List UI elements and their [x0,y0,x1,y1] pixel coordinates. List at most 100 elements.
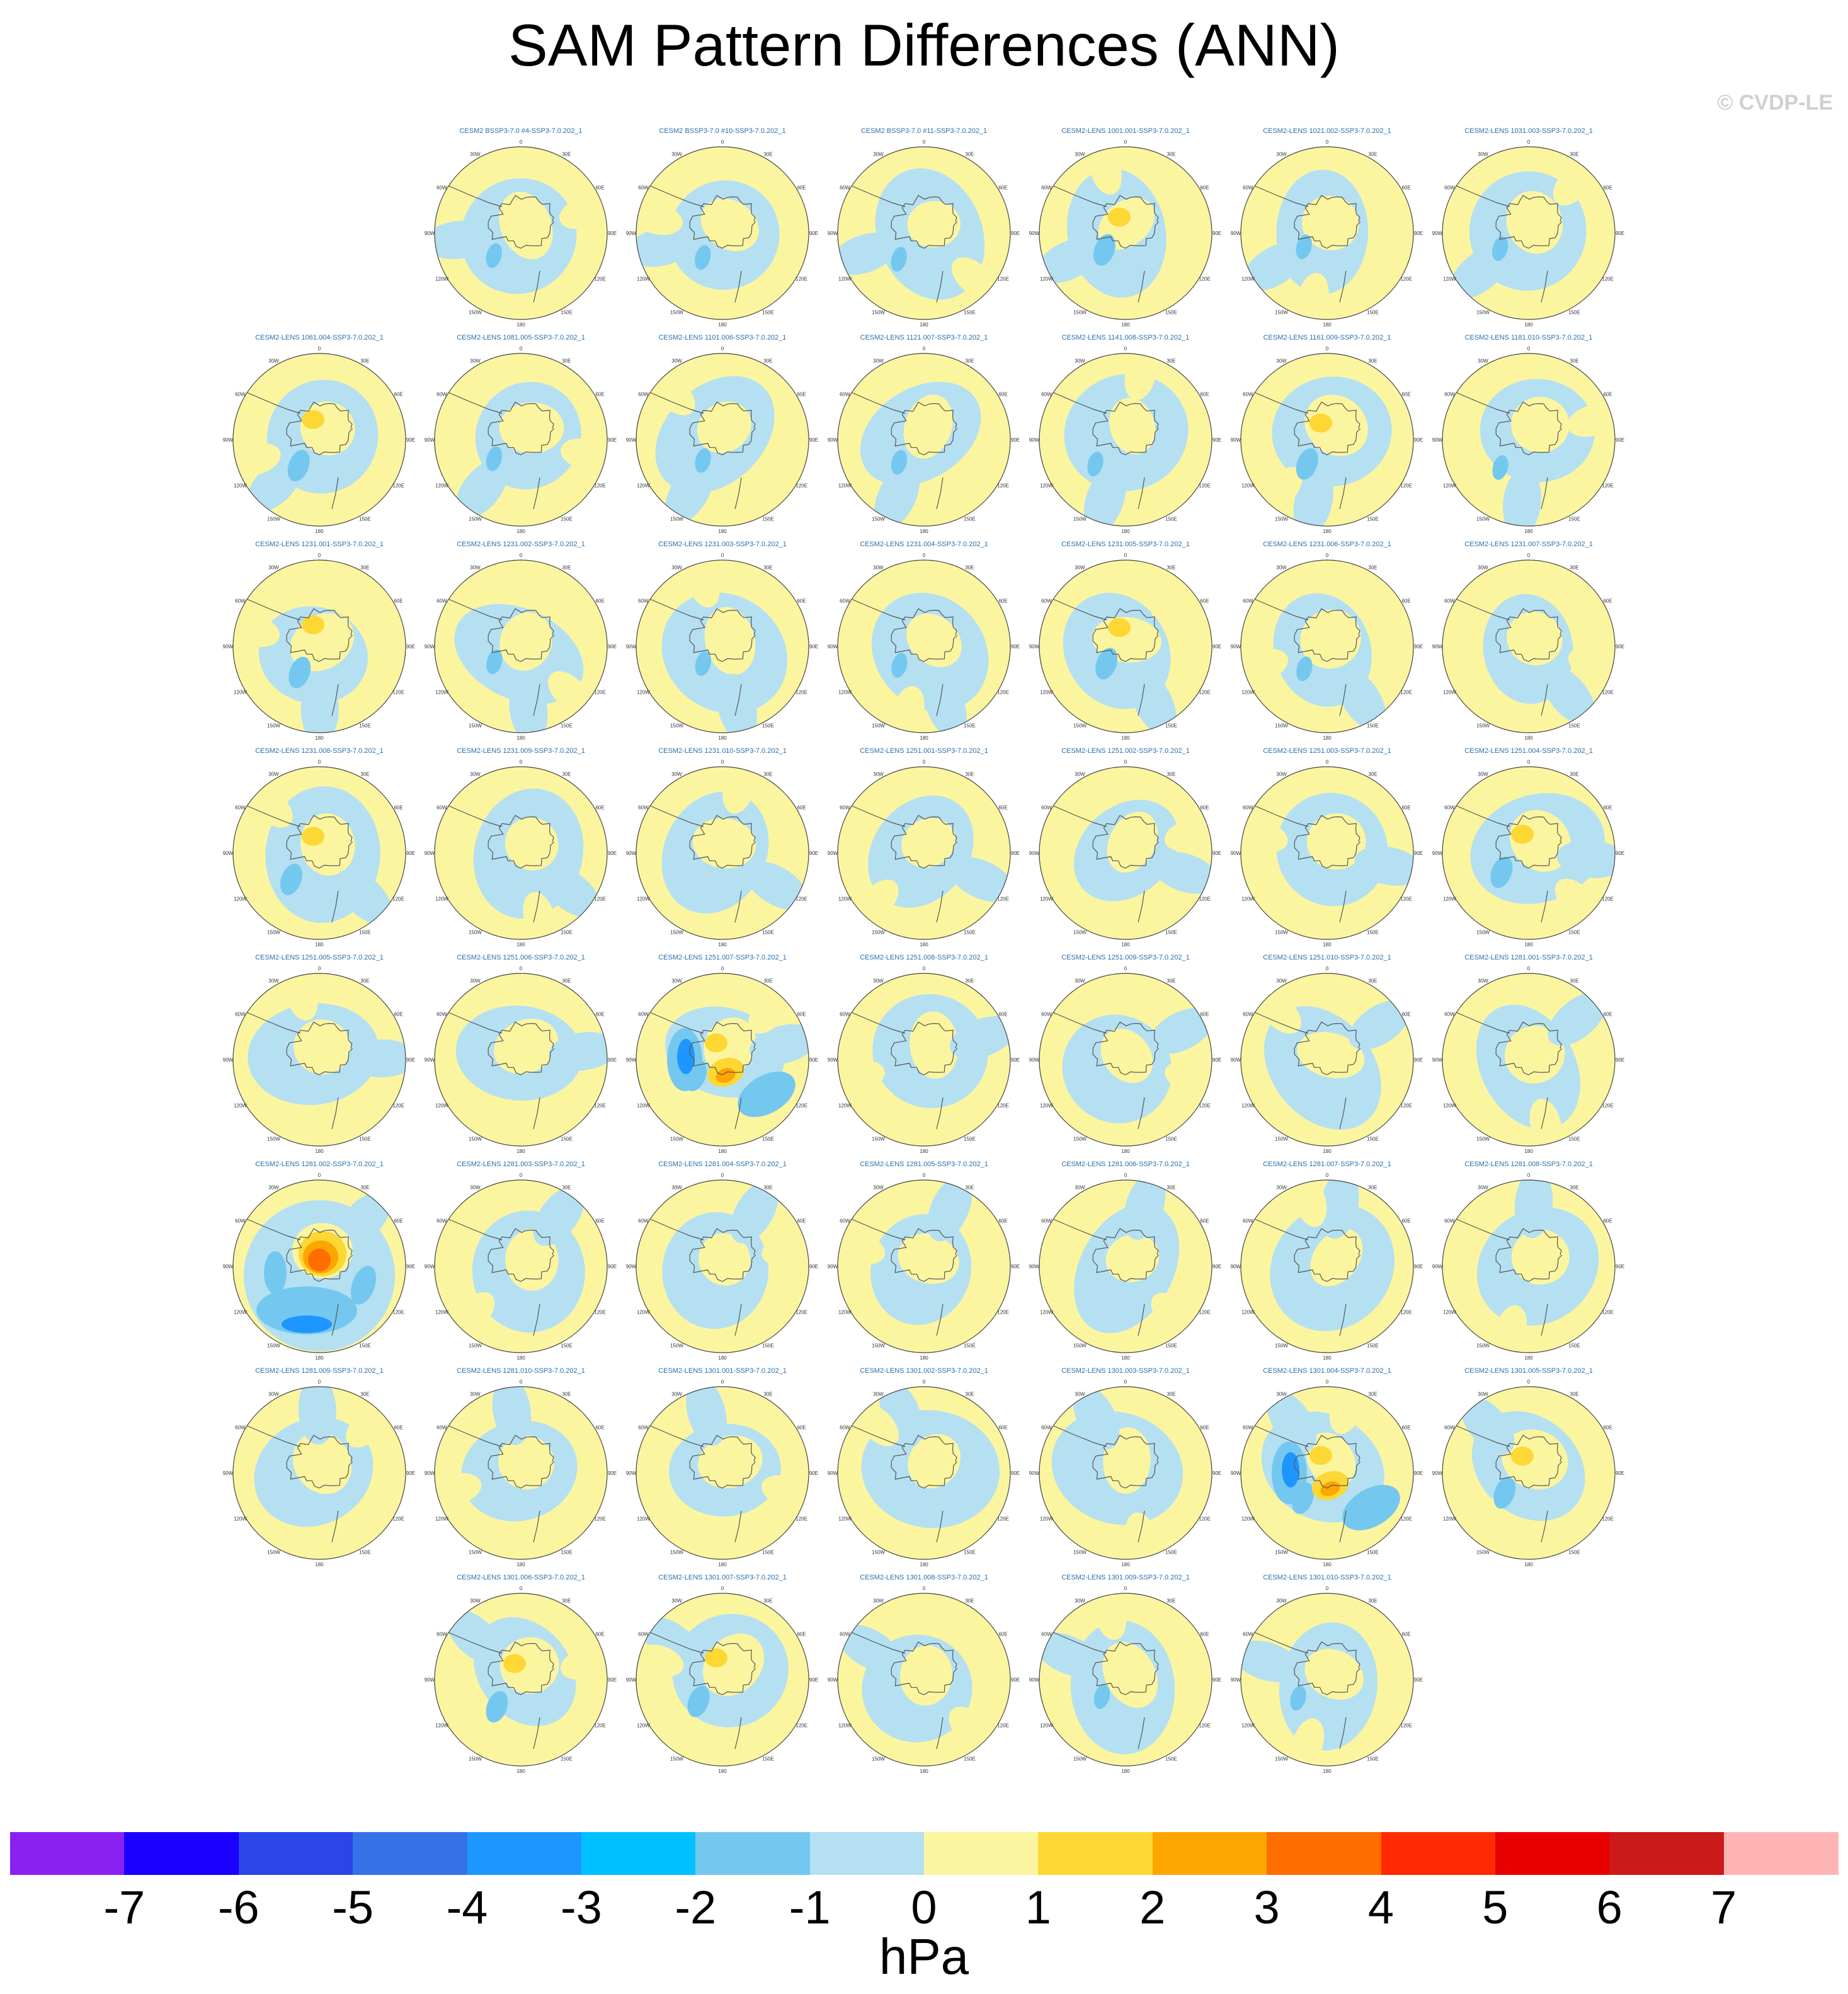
longitude-label: 90W [1231,644,1241,650]
longitude-label: 180 [1323,1149,1332,1154]
map-panel: CESM2-LENS 1061.004-SSP3-7.0.202_1 0 30E 60… [223,334,415,534]
longitude-label: 150W [1476,310,1490,316]
longitude-label: 120W [435,277,448,282]
longitude-label: 120W [1443,690,1456,696]
longitude-label: 180 [920,322,928,328]
longitude-label: 30W [268,358,279,364]
longitude-label: 90W [1231,1057,1241,1063]
longitude-label: 150W [1073,1756,1087,1762]
longitude-label: 120E [1199,483,1211,489]
longitude-label: 90E [1011,1264,1020,1269]
longitude-label: 30W [1075,771,1085,777]
negative-anomaly [730,1181,779,1244]
map-panel: CESM2-LENS 1251.007-SSP3-7.0.202_1 0 30E 60… [626,954,818,1154]
watermark: © CVDP-LE [1717,91,1833,115]
longitude-label: 0 [721,1379,724,1385]
longitude-label: 60E [1200,1425,1209,1431]
longitude-label: 180 [1524,1149,1533,1154]
longitude-label: 0 [1124,1379,1127,1385]
negative-anomaly [695,448,711,473]
antarctica-coastline [1294,401,1361,456]
negative-anomaly [1492,236,1509,261]
panel-title: CESM2-LENS 1231.006-SSP3-7.0.202_1 [1263,541,1391,548]
longitude-label: 60W [1243,805,1253,811]
south-america-coastline [649,1218,704,1241]
longitude-label: 180 [516,942,525,948]
positive-anomaly [952,257,995,298]
south-america-coastline [1052,599,1107,621]
south-america-coastline [851,1012,906,1034]
longitude-label: 30W [873,151,884,157]
longitude-label: 60W [1243,392,1253,398]
south-america-coastline [851,1425,906,1447]
negative-anomaly [744,861,808,910]
longitude-label: 120E [1400,277,1412,282]
longitude-label: 150W [872,1137,885,1142]
south-america-coastline [1052,392,1107,414]
longitude-label: 30W [1075,564,1085,570]
longitude-label: 30W [671,564,682,570]
map-panel: CESM2-LENS 1281.001-SSP3-7.0.202_1 0 30E 60… [1432,954,1624,1154]
longitude-label: 0 [721,139,724,145]
longitude-label: 150W [1476,1137,1490,1142]
longitude-label: 90E [809,231,818,236]
new-zealand-coastline [533,1717,540,1750]
map-panel: CESM2-LENS 1301.008-SSP3-7.0.202_1 0 30E 60… [828,1574,1020,1774]
negative-anomaly [1514,1180,1553,1239]
new-zealand-coastline [734,1510,742,1543]
longitude-label: 90E [809,1470,818,1476]
antarctica-coastline [689,608,756,662]
new-zealand-coastline [1339,890,1347,923]
map-border [1240,146,1414,320]
longitude-label: 180 [718,1562,727,1567]
south-america-coastline [246,805,301,827]
longitude-label: 30E [1570,151,1578,157]
longitude-label: 150W [469,1756,482,1762]
positive-anomaly [346,1406,388,1448]
map-panel: CESM2-LENS 1251.004-SSP3-7.0.202_1 0 30E 60… [1432,747,1624,948]
longitude-label: 90W [223,1470,234,1476]
longitude-label: 30E [1570,771,1578,777]
longitude-label: 30E [763,771,772,777]
positive-anomaly [1108,618,1131,638]
negative-anomaly [1503,467,1541,526]
longitude-label: 60W [436,1425,447,1431]
longitude-label: 30E [360,564,369,570]
longitude-label: 90W [425,1264,435,1269]
longitude-label: 150E [762,1756,774,1762]
longitude-label: 180 [516,1355,525,1361]
map-panel: CESM2-LENS 1231.008-SSP3-7.0.202_1 0 30E 60… [223,747,415,948]
south-america-coastline [246,1425,301,1447]
negative-anomaly [1087,451,1104,477]
longitude-label: 120E [997,1723,1009,1729]
colorbar-tick-label: 4 [1367,1881,1395,1934]
longitude-label: 0 [520,553,523,558]
positive-anomaly [435,1473,482,1505]
negative-anomaly [446,1609,503,1665]
longitude-label: 60W [436,185,447,191]
longitude-label: 30E [1368,358,1377,364]
longitude-label: 60E [797,599,806,604]
longitude-label: 150E [561,1550,573,1556]
antarctica-coastline [1495,1435,1563,1489]
longitude-label: 120E [392,690,404,696]
positive-anomaly [559,196,607,229]
longitude-label: 120W [1241,1103,1255,1109]
panel-title: CESM2-LENS 1301.003-SSP3-7.0.202_1 [1061,1367,1190,1375]
longitude-label: 0 [318,759,321,765]
longitude-label: 180 [1323,322,1332,328]
longitude-label: 60E [998,1632,1007,1637]
longitude-label: 30W [671,1184,682,1190]
longitude-label: 90W [626,644,637,650]
longitude-label: 120E [1199,1516,1211,1522]
longitude-label: 150E [1367,723,1379,729]
antarctica-coastline [689,1641,756,1695]
longitude-label: 60W [1444,1425,1455,1431]
negative-anomaly [288,656,311,689]
longitude-label: 30E [1166,151,1175,157]
map-border [837,146,1011,320]
map-border [636,973,809,1147]
colorbar-box [809,1832,925,1875]
antarctica-coastline [689,1021,756,1075]
negative-anomaly [287,450,310,482]
